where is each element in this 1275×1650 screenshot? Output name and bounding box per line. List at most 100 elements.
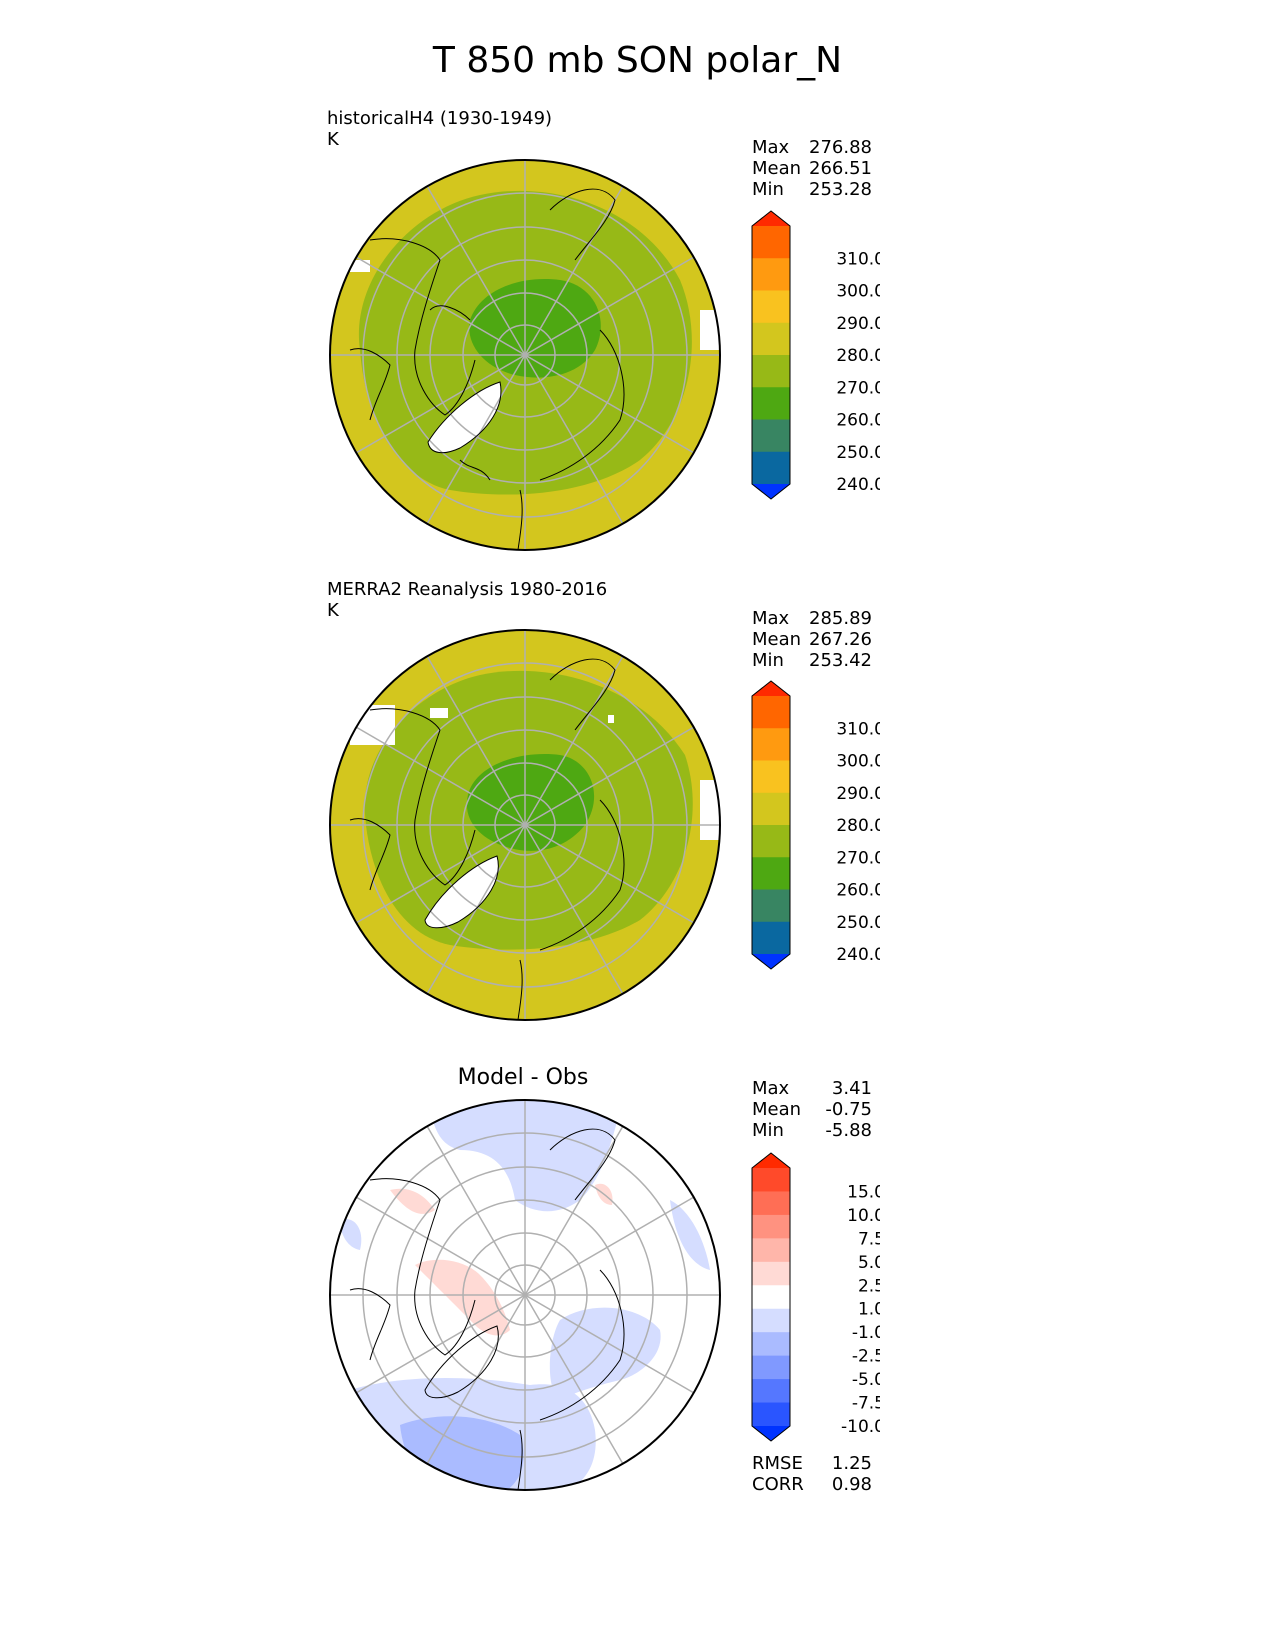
colorbar-tick-label: 240.0 bbox=[836, 945, 880, 965]
map-border bbox=[329, 159, 721, 551]
colorbar-1: 310.0 300.0 290.0 280.0 270.0 260.0 250.0 240.0… bbox=[740, 210, 885, 527]
p3-stat-min-label: Min bbox=[752, 1120, 784, 1141]
colorbar-tick-label: -7.5 bbox=[852, 1394, 880, 1414]
colorbar-outline bbox=[751, 1152, 791, 1442]
p2-stat-mean-label: Mean bbox=[752, 629, 802, 650]
coastlines bbox=[349, 658, 625, 1020]
figure-title: T 850 mb SON polar_N bbox=[432, 40, 843, 81]
colorbar-segment bbox=[752, 1168, 790, 1192]
colorbar-tick-label: 7.5 bbox=[858, 1229, 880, 1249]
p2-stat-max-label: Max bbox=[752, 608, 790, 629]
p1-stat-min-label: Min bbox=[752, 179, 784, 200]
colorbar-tick-label: 310.0 bbox=[836, 249, 880, 269]
p3-rmse-value: 1.25 bbox=[831, 1453, 872, 1474]
graticule bbox=[330, 1100, 720, 1490]
colorbar-segment bbox=[752, 1238, 790, 1263]
panel3-title: Model - Obs bbox=[457, 1065, 589, 1090]
colorbar-tick-label: -1.0 bbox=[852, 1323, 880, 1343]
colorbar-tick-label: 290.0 bbox=[836, 784, 880, 804]
colorbar-tick-label: -15.0 bbox=[841, 1440, 880, 1442]
colorbar-segment bbox=[752, 226, 790, 259]
colorbar-segment bbox=[752, 792, 790, 826]
colorbar-segment bbox=[752, 760, 790, 794]
p2-stat-min-label: Min bbox=[752, 650, 784, 671]
band-260 bbox=[469, 279, 601, 378]
colorbar-segment bbox=[752, 857, 790, 890]
colorbar-svg: 310.0 300.0 290.0 280.0 270.0 260.0 250.0 240.0… bbox=[751, 210, 885, 527]
p2-stat-min-value: 253.42 bbox=[809, 650, 872, 671]
map-border bbox=[329, 629, 721, 1021]
colorbar-tick-label: 260.0 bbox=[836, 411, 880, 431]
colorbar-segment bbox=[752, 728, 790, 761]
p3-stat-max-value: 3.41 bbox=[831, 1078, 872, 1099]
p1-stat-max-value: 276.88 bbox=[809, 137, 872, 158]
coastlines bbox=[349, 188, 625, 550]
colorbar-extend-max bbox=[752, 681, 790, 696]
p2-stat-max-value: 285.89 bbox=[809, 608, 872, 629]
panel3-polar-map bbox=[329, 1099, 721, 1491]
p1-stat-max-label: Max bbox=[752, 137, 790, 158]
colorbar-tick-label: -5.0 bbox=[852, 1370, 880, 1390]
colorbar-outline bbox=[751, 210, 791, 500]
colorbar-extend-min bbox=[752, 484, 790, 499]
greenland-mask bbox=[425, 856, 499, 928]
colorbar-segment bbox=[752, 419, 790, 453]
colorbar-segment bbox=[752, 1402, 790, 1427]
colorbar-segment bbox=[752, 290, 790, 324]
coastlines bbox=[349, 1128, 625, 1490]
p3-corr-value: 0.98 bbox=[831, 1474, 872, 1495]
colorbar-extend-min bbox=[752, 954, 790, 969]
panel2-title: MERRA2 Reanalysis 1980-2016 bbox=[327, 579, 608, 600]
graticule bbox=[330, 160, 720, 550]
colorbar-tick-label: -2.5 bbox=[852, 1347, 880, 1367]
colorbar-tick-label: 250.0 bbox=[836, 443, 880, 463]
panel1-polar-map bbox=[329, 159, 721, 551]
colorbar-segment bbox=[752, 322, 790, 356]
p3-stat-min-value: -5.88 bbox=[825, 1120, 872, 1141]
map-border bbox=[329, 1099, 721, 1491]
p3-rmse-label: RMSE bbox=[752, 1453, 803, 1474]
p3-stat-mean-label: Mean bbox=[752, 1099, 802, 1120]
p3-corr-label: CORR bbox=[752, 1474, 804, 1495]
colorbar-svg: 310.0 300.0 290.0 280.0 270.0 260.0 250.0 240.0… bbox=[751, 680, 885, 997]
colorbar-tick-label: 1.0 bbox=[858, 1300, 880, 1320]
colorbar-tick-label: 280.0 bbox=[836, 346, 880, 366]
p3-stat-mean-value: -0.75 bbox=[825, 1099, 872, 1120]
colorbar-tick-label: 250.0 bbox=[836, 913, 880, 933]
colorbar-tick-label: 10.0 bbox=[847, 1206, 880, 1226]
colorbar-segment bbox=[752, 258, 790, 291]
colorbar-outline bbox=[751, 680, 791, 970]
colorbar-extend-max bbox=[752, 1153, 790, 1168]
colorbar-tick-label: 310.0 bbox=[836, 719, 880, 739]
colorbar-tick-label: 270.0 bbox=[836, 378, 880, 398]
colorbar-segment bbox=[752, 696, 790, 729]
colorbar-segment bbox=[752, 1261, 790, 1286]
p1-stat-min-value: 253.28 bbox=[809, 179, 872, 200]
colorbar-tick-label: 240.0 bbox=[836, 475, 880, 495]
p1-stat-mean-value: 266.51 bbox=[809, 158, 872, 179]
colorbar-2: 310.0 300.0 290.0 280.0 270.0 260.0 250.0 240.0… bbox=[740, 680, 885, 997]
p3-stat-max-label: Max bbox=[752, 1078, 790, 1099]
panel1-units: K bbox=[327, 129, 339, 150]
colorbar-tick-label: 290.0 bbox=[836, 314, 880, 334]
colorbar-segment bbox=[752, 1214, 790, 1239]
panel2-polar-map bbox=[329, 629, 721, 1021]
panel1-title: historicalH4 (1930-1949) bbox=[327, 108, 553, 129]
panel2-units: K bbox=[327, 600, 339, 621]
colorbar-3: 15.0 10.0 7.5 5.0 2.5 1.0 -1.0 -2.5 -5.0 -7.5 -10.… bbox=[740, 1152, 885, 1460]
colorbar-tick-label: 5.0 bbox=[858, 1253, 880, 1273]
colorbar-tick-label: 300.0 bbox=[836, 282, 880, 302]
colorbar-tick-label: -10.0 bbox=[841, 1417, 880, 1437]
colorbar-segment bbox=[752, 1308, 790, 1333]
colorbar-tick-label: 15.0 bbox=[847, 1182, 880, 1202]
colorbar-segment bbox=[752, 1332, 790, 1357]
colorbar-segment bbox=[752, 1191, 790, 1216]
colorbar-segment bbox=[752, 1355, 790, 1380]
colorbar-segment bbox=[752, 921, 790, 955]
p1-stat-mean-label: Mean bbox=[752, 158, 802, 179]
colorbar-segment bbox=[752, 825, 790, 858]
colorbar-segment bbox=[752, 889, 790, 923]
colorbar-svg: 15.0 10.0 7.5 5.0 2.5 1.0 -1.0 -2.5 -5.0 -7.5 -10.… bbox=[751, 1152, 885, 1460]
colorbar-tick-label: 280.0 bbox=[836, 816, 880, 836]
p2-stat-mean-value: 267.26 bbox=[809, 629, 872, 650]
